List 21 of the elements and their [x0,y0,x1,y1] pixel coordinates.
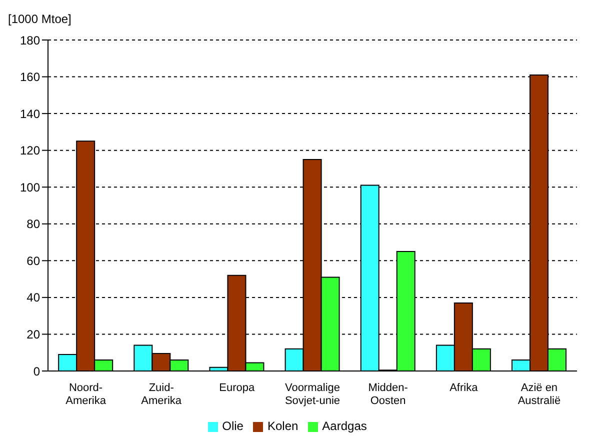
y-tick-label: 100 [20,180,40,194]
y-tick-label: 160 [20,70,40,84]
y-tick-label: 60 [26,254,40,268]
y-tick-label: 40 [26,290,40,305]
x-tick-label: Midden- Oosten [368,382,408,407]
y-tick-label: 180 [20,33,40,48]
x-tick-label: Afrika [450,382,479,394]
legend-label: Kolen [267,419,298,433]
x-tick-label: Zuid- Amerika [141,382,182,407]
x-tick-label: Azië en Australië [518,382,561,407]
x-tick-label: Europa [219,382,256,394]
legend-label: Aardgas [322,419,367,433]
y-tick-label: 80 [26,217,40,232]
y-tick-label: 120 [20,144,40,158]
y-tick-label: 20 [26,327,40,342]
y-tick-label: 140 [20,106,40,121]
x-tick-label: Voormalige Sovjet-unie [284,382,340,407]
y-tick-label: 0 [33,364,40,378]
y-axis-title: [1000 Mtoe] [8,12,72,26]
legend-label: Olie [222,419,244,433]
x-tick-label: Noord- Amerika [66,382,107,407]
